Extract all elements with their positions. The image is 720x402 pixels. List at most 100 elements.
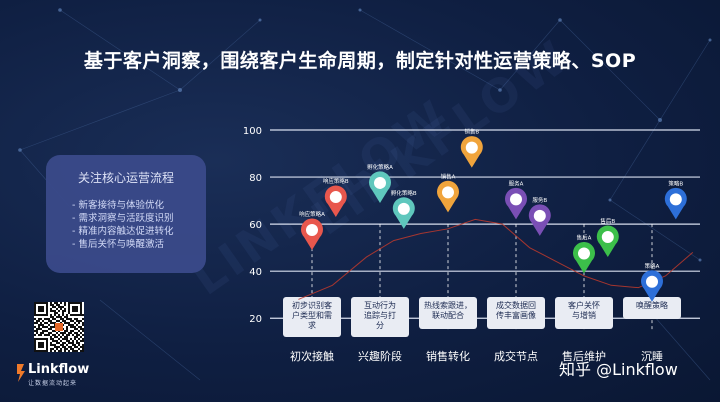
qr-module	[36, 332, 38, 334]
qr-module	[42, 350, 44, 352]
pin-label: 销售B	[464, 128, 479, 136]
y-tick-label: 40	[249, 267, 262, 278]
qr-module	[80, 332, 82, 334]
qr-module	[60, 336, 62, 338]
pin-label: 响应策略B	[323, 177, 349, 185]
qr-module	[46, 310, 48, 312]
qr-module	[56, 336, 58, 338]
qr-module	[34, 306, 36, 308]
qr-module	[52, 334, 54, 336]
zhihu-watermark: 知乎 @Linkflow	[559, 360, 678, 379]
qr-module	[38, 342, 40, 344]
qr-module	[38, 320, 40, 322]
qr-module	[72, 324, 74, 326]
qr-module	[82, 334, 84, 336]
logo-name: Linkflow	[28, 362, 90, 377]
qr-module	[42, 342, 44, 344]
y-tick-label: 60	[249, 220, 262, 231]
qr-module	[76, 342, 78, 344]
qr-module	[46, 318, 48, 320]
focus-list: 新客接待与体验优化 需求洞察与活跃度识别 精准内容触达促进转化 售后关怀与唤醒激…	[72, 199, 173, 251]
qr-module	[64, 304, 66, 306]
qr-module	[78, 348, 80, 350]
qr-module	[52, 338, 54, 340]
pin-label: 售后B	[600, 217, 615, 225]
qr-module	[74, 322, 76, 324]
logo-tagline: 让数据流动起来	[28, 380, 78, 387]
qr-module	[44, 314, 46, 316]
qr-module	[72, 342, 74, 344]
pin-center	[510, 193, 522, 206]
qr-module	[40, 308, 42, 310]
qr-module	[78, 330, 80, 332]
qr-module	[72, 302, 74, 304]
qr-module	[76, 346, 78, 348]
qr-module	[80, 320, 82, 322]
qr-module	[50, 320, 52, 322]
pin-center	[374, 176, 386, 189]
qr-module	[80, 340, 82, 342]
qr-module	[54, 334, 56, 336]
qr-module	[42, 324, 44, 326]
qr-module	[58, 306, 60, 308]
qr-module	[66, 330, 68, 332]
qr-module	[72, 348, 74, 350]
qr-module	[80, 326, 82, 328]
qr-module	[34, 342, 36, 344]
qr-module	[54, 310, 56, 312]
qr-module	[72, 306, 74, 308]
qr-module	[42, 326, 44, 328]
stage-card-text: 唤醒策略	[636, 300, 668, 310]
qr-module	[68, 304, 70, 306]
stage-card-text: 求	[308, 320, 316, 330]
stage-label: 沉睡	[641, 350, 663, 363]
location-pin-icon	[596, 225, 619, 258]
pin-label: 孵化策略A	[367, 163, 393, 171]
qr-code	[34, 302, 84, 352]
qr-module	[70, 338, 72, 340]
stage-label: 兴趣阶段	[358, 349, 402, 363]
pin-label: 孵化策略B	[391, 189, 417, 197]
qr-module	[60, 344, 62, 346]
qr-module	[44, 302, 46, 304]
qr-module	[56, 348, 58, 350]
qr-module	[78, 322, 80, 324]
pin-center	[442, 186, 454, 199]
qr-module	[54, 314, 56, 316]
qr-module	[46, 308, 48, 310]
qr-module	[76, 324, 78, 326]
qr-module	[74, 308, 76, 310]
qr-module	[68, 350, 70, 352]
qr-module	[56, 332, 58, 334]
qr-module	[40, 344, 42, 346]
qr-module	[66, 338, 68, 340]
qr-module	[60, 318, 62, 320]
qr-module	[80, 304, 82, 306]
qr-module	[46, 326, 48, 328]
qr-module	[52, 304, 54, 306]
qr-module	[42, 314, 44, 316]
qr-module	[62, 320, 64, 322]
qr-module	[66, 340, 68, 342]
qr-module	[42, 344, 44, 346]
qr-module	[46, 344, 48, 346]
qr-module	[34, 338, 36, 340]
qr-module	[38, 302, 40, 304]
qr-module	[42, 306, 44, 308]
qr-module	[68, 324, 70, 326]
qr-module	[62, 346, 64, 348]
qr-module	[64, 320, 66, 322]
stage-label: 初次接触	[290, 349, 334, 363]
qr-module	[78, 302, 80, 304]
qr-module	[50, 344, 52, 346]
qr-module	[42, 302, 44, 304]
location-pin-icon	[664, 187, 687, 220]
qr-module	[70, 318, 72, 320]
qr-module	[48, 328, 50, 330]
qr-module	[62, 344, 64, 346]
qr-module	[34, 308, 36, 310]
stage-card	[351, 297, 409, 337]
qr-module	[42, 346, 44, 348]
qr-module	[70, 330, 72, 332]
qr-module	[34, 330, 36, 332]
